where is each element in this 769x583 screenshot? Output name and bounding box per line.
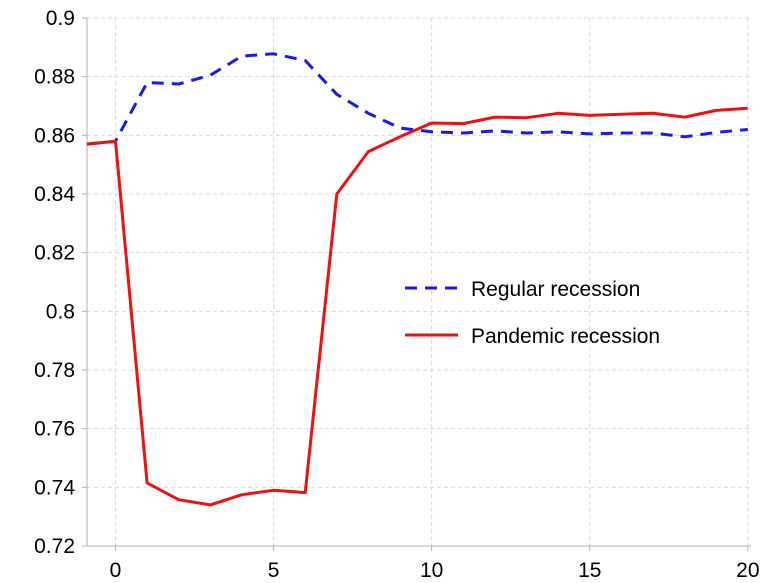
data-point-regular-recession <box>557 130 560 133</box>
axes <box>86 18 751 547</box>
data-point-regular-recession <box>399 127 402 130</box>
y-tick-label: 0.72 <box>34 535 75 558</box>
data-point-pandemic-recession <box>86 143 89 146</box>
data-point-pandemic-recession <box>399 135 402 138</box>
data-point-pandemic-recession <box>114 140 117 143</box>
data-point-pandemic-recession <box>335 193 338 196</box>
data-point-pandemic-recession <box>525 116 528 119</box>
data-point-pandemic-recession <box>652 112 655 115</box>
data-point-regular-recession <box>652 132 655 135</box>
data-point-pandemic-recession <box>557 112 560 115</box>
data-point-pandemic-recession <box>746 107 749 110</box>
data-point-pandemic-recession <box>462 122 465 125</box>
data-point-regular-recession <box>493 129 496 132</box>
data-point-regular-recession <box>683 135 686 138</box>
data-point-regular-recession <box>715 131 718 134</box>
data-point-pandemic-recession <box>240 493 243 496</box>
data-point-regular-recession <box>525 132 528 135</box>
legend: Regular recession Pandemic recession <box>405 278 660 348</box>
x-tick-label: 5 <box>268 559 280 582</box>
data-point-pandemic-recession <box>146 481 149 484</box>
legend-label-pandemic-recession: Pandemic recession <box>471 325 660 348</box>
x-tick-label: 15 <box>578 559 601 582</box>
legend-label-regular-recession: Regular recession <box>471 278 640 301</box>
data-point-regular-recession <box>430 130 433 133</box>
series <box>86 52 749 507</box>
data-point-pandemic-recession <box>620 113 623 116</box>
grid <box>82 17 751 551</box>
y-tick-label: 0.9 <box>46 7 75 30</box>
y-tick-label: 0.74 <box>34 476 75 499</box>
data-point-regular-recession <box>240 55 243 58</box>
y-tick-label: 0.76 <box>34 418 75 441</box>
data-point-pandemic-recession <box>367 150 370 153</box>
y-tick-label: 0.88 <box>34 66 75 89</box>
data-point-pandemic-recession <box>177 498 180 501</box>
data-point-regular-recession <box>272 52 275 55</box>
data-point-pandemic-recession <box>683 116 686 119</box>
data-point-regular-recession <box>746 128 749 131</box>
x-tick-label: 0 <box>110 559 122 582</box>
data-point-pandemic-recession <box>430 122 433 125</box>
y-tick-label: 0.82 <box>34 242 75 265</box>
data-point-regular-recession <box>177 83 180 86</box>
data-point-pandemic-recession <box>493 116 496 119</box>
x-tick-label: 20 <box>736 559 759 582</box>
data-point-pandemic-recession <box>272 489 275 492</box>
y-tick-label: 0.86 <box>34 124 75 147</box>
data-point-regular-recession <box>146 81 149 84</box>
data-point-regular-recession <box>462 132 465 135</box>
data-point-regular-recession <box>588 132 591 135</box>
data-point-regular-recession <box>335 93 338 96</box>
data-point-pandemic-recession <box>588 114 591 117</box>
data-point-pandemic-recession <box>304 491 307 494</box>
y-tick-label: 0.84 <box>34 183 75 206</box>
y-tick-labels: 0.72 0.74 0.76 0.78 0.8 0.82 0.84 0.86 0.88 0.9 <box>34 7 75 558</box>
data-point-pandemic-recession <box>715 109 718 112</box>
data-point-regular-recession <box>304 59 307 62</box>
data-point-pandemic-recession <box>209 503 212 506</box>
data-point-regular-recession <box>620 132 623 135</box>
series-line-pandemic-recession <box>86 106 748 507</box>
y-tick-label: 0.78 <box>34 359 75 382</box>
data-point-regular-recession <box>367 112 370 115</box>
x-tick-labels: 0 5 10 15 20 <box>110 559 760 582</box>
y-tick-label: 0.8 <box>46 300 75 323</box>
series-line-regular-recession <box>86 52 748 146</box>
x-tick-label: 10 <box>420 559 443 582</box>
data-point-regular-recession <box>209 74 212 77</box>
